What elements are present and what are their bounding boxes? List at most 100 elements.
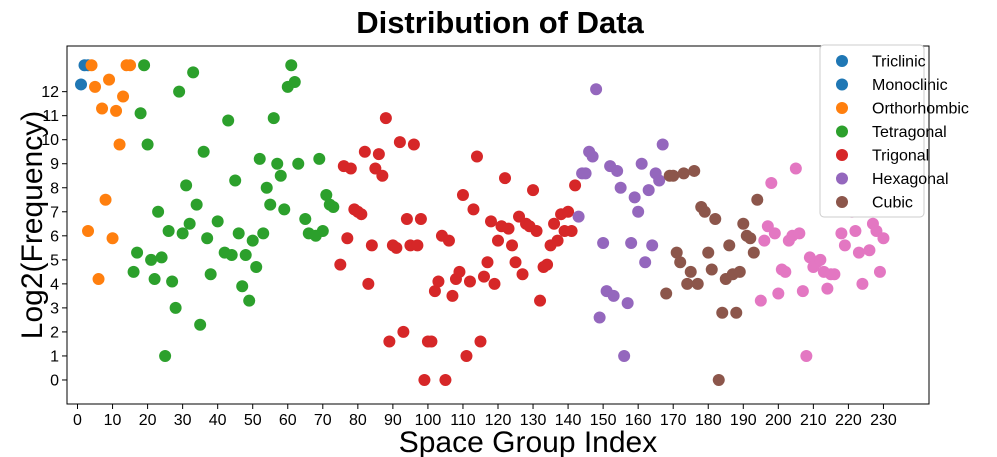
point-tetragonal [271,157,284,170]
point-tetragonal [173,85,186,98]
legend-label: Trigonal [872,148,929,165]
point-orthorhombic [85,59,98,72]
point-hexagonal [646,239,659,252]
y-tick-label: 9 [50,156,59,173]
point-hexagonal [625,237,638,250]
y-tick-label: 12 [41,84,59,101]
legend-label: Orthorhombic [872,101,969,118]
point-cubic [677,167,690,180]
point-trigonal [509,256,522,269]
point-cubic [723,239,736,252]
point-tetragonal [264,198,277,211]
point-trigonal [484,215,497,228]
point-trigonal [548,217,561,230]
point-trigonal [334,258,347,271]
point-triclinic [75,78,88,91]
y-tick-label: 0 [50,372,59,389]
x-tick-label: 100 [415,412,442,429]
point-tetragonal [316,225,329,238]
point-tetragonal [166,275,179,288]
point-trigonal [456,188,469,201]
legend-marker [836,55,848,67]
point-trigonal [516,268,529,281]
point-trigonal [414,212,427,225]
point-tetragonal [204,268,217,281]
point-trigonal [442,234,455,247]
x-tick-label: 200 [765,412,792,429]
point-cubic [674,256,687,269]
point-trigonal [372,148,385,161]
point-trigonal-pink [828,268,841,281]
point-hexagonal [611,164,624,177]
point-cubic [698,205,711,218]
point-tetragonal [180,179,193,192]
point-tetragonal [285,59,298,72]
point-cubic [667,169,680,182]
point-trigonal-pink [789,162,802,175]
point-tetragonal [187,66,200,79]
x-tick-label: 220 [835,412,862,429]
x-tick-label: 0 [73,412,82,429]
point-trigonal [463,275,476,288]
point-hexagonal [579,167,592,180]
point-cubic [684,265,697,278]
point-tetragonal [274,169,287,182]
x-tick-label: 180 [695,412,722,429]
point-trigonal-pink [863,244,876,257]
point-tetragonal [267,112,280,125]
point-trigonal [453,265,466,278]
point-hexagonal [593,311,606,324]
point-tetragonal [134,107,147,120]
point-trigonal [527,184,540,197]
x-tick-label: 120 [485,412,512,429]
point-trigonal-pink [754,294,767,307]
point-hexagonal [653,174,666,187]
point-orthorhombic [82,225,95,238]
point-orthorhombic [89,80,102,93]
point-cubic [691,277,704,290]
x-tick-label: 30 [174,412,192,429]
point-cubic [751,193,764,206]
point-trigonal [541,258,554,271]
point-tetragonal [288,76,301,89]
point-trigonal [400,212,413,225]
x-tick-label: 70 [314,412,332,429]
x-tick-label: 150 [590,412,617,429]
point-orthorhombic [92,273,105,286]
point-tetragonal [327,200,340,213]
point-trigonal-pink [821,282,834,295]
point-trigonal [379,112,392,125]
point-tetragonal [243,294,256,307]
point-tetragonal [253,152,266,165]
point-trigonal [344,162,357,175]
point-hexagonal [642,184,655,197]
point-tetragonal [138,59,151,72]
point-tetragonal [211,215,224,228]
point-trigonal [418,373,431,386]
point-tetragonal [155,251,168,264]
point-hexagonal [621,297,634,310]
point-trigonal [358,145,371,158]
point-hexagonal [628,191,641,204]
point-orthorhombic [99,193,112,206]
point-tetragonal [225,249,238,262]
point-trigonal [467,203,480,216]
point-cubic [705,263,718,276]
legend-label: Hexagonal [872,171,949,188]
point-tetragonal [201,232,214,245]
point-trigonal [470,150,483,163]
x-axis: 0 10 20 30 40 50 60 70 80 90 100 110 120 130 140 150 160… [73,404,897,429]
legend-label: Cubic [872,195,913,212]
point-trigonal [562,205,575,218]
x-tick-label: 50 [244,412,262,429]
point-tetragonal [292,157,305,170]
point-trigonal [499,172,512,185]
point-cubic [702,246,715,259]
point-trigonal-pink [765,176,778,189]
point-tetragonal [190,198,203,211]
point-orthorhombic [117,90,130,103]
point-tetragonal [222,114,235,127]
point-hexagonal [639,256,652,269]
point-trigonal-pink [852,246,865,259]
